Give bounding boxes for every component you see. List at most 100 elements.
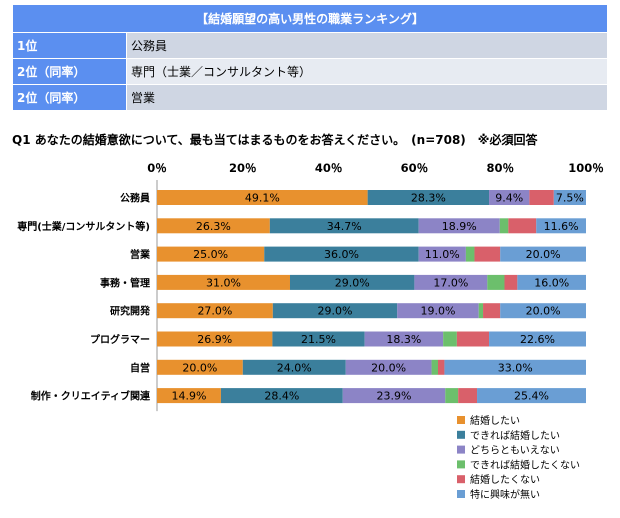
bar-segment xyxy=(443,331,457,347)
bar-segment xyxy=(367,190,490,205)
bar-segment xyxy=(478,303,484,319)
category-label: 研究開発 xyxy=(110,305,151,318)
legend-label: 特に興味が無い xyxy=(470,488,540,501)
data-label: 36.0% xyxy=(324,248,359,261)
data-label: 26.9% xyxy=(197,333,232,346)
bar-segment xyxy=(397,303,479,319)
bar-segment xyxy=(157,274,290,290)
bar-segment xyxy=(157,359,243,375)
data-label: 34.7% xyxy=(327,220,362,233)
bar-segment xyxy=(345,359,432,375)
x-tick-label: 100％ xyxy=(568,161,604,175)
data-label: 25.0% xyxy=(193,248,228,261)
bar-segment xyxy=(458,388,478,404)
data-label: 11.6% xyxy=(544,220,579,233)
bar-segment xyxy=(465,246,475,262)
data-label: 21.5% xyxy=(301,333,336,346)
rank-label: 2位（同率） xyxy=(12,58,127,85)
bar-segment xyxy=(437,359,445,375)
data-label: 20.0% xyxy=(526,248,561,261)
data-label: 20.0% xyxy=(182,361,217,374)
legend-swatch xyxy=(457,430,465,439)
bar-segment xyxy=(157,303,273,319)
bar-segment xyxy=(157,388,221,404)
data-label: 23.9% xyxy=(377,390,412,403)
bar-segment xyxy=(418,218,500,234)
bar-segment xyxy=(536,218,586,234)
data-label: 49.1% xyxy=(245,192,280,205)
x-tick-label: 20％ xyxy=(229,161,257,175)
bar-segment xyxy=(414,274,488,290)
data-label: 24.0% xyxy=(277,361,312,374)
bar-segment xyxy=(499,218,509,234)
data-label: 31.0% xyxy=(206,276,241,289)
data-label: 27.0% xyxy=(197,305,232,318)
bar-segment xyxy=(364,331,444,347)
legend-swatch xyxy=(457,445,465,454)
legend-label: できれば結婚したくない xyxy=(470,458,580,471)
data-label: 14.9% xyxy=(171,390,206,403)
bar-segment xyxy=(444,359,586,375)
bar-segment xyxy=(456,331,490,347)
category-label: 自営 xyxy=(130,361,150,374)
bar-segment xyxy=(220,388,343,404)
bar-segment xyxy=(477,388,586,404)
bar-segment xyxy=(474,246,501,262)
bar-segment xyxy=(272,331,365,347)
data-label: 17.0% xyxy=(433,276,468,289)
data-label: 29.0% xyxy=(318,305,353,318)
bar-segment xyxy=(553,190,586,205)
legend-swatch xyxy=(457,460,465,469)
bar-segment xyxy=(508,218,537,234)
data-label: 11.0% xyxy=(425,248,460,261)
data-label: 22.6% xyxy=(520,333,555,346)
data-label: 18.3% xyxy=(386,333,421,346)
bar-segment xyxy=(269,218,419,234)
bar-segment xyxy=(504,274,518,290)
category-label: 営業 xyxy=(130,248,151,261)
job-label: 営業 xyxy=(126,84,608,111)
ranking-table: 【結婚願望の高い男性の職業ランキング】 1位 公務員 2位（同率） 専門（士業／… xyxy=(12,4,608,111)
data-label: 28.4% xyxy=(264,390,299,403)
bar-segment xyxy=(157,246,265,262)
data-label: 20.0% xyxy=(371,361,406,374)
bar-segment xyxy=(157,331,273,347)
category-label: 公務員 xyxy=(120,192,150,205)
data-label: 7.5% xyxy=(556,192,584,205)
legend-swatch xyxy=(457,490,465,498)
job-label: 専門（士業／コンサルタント等） xyxy=(126,58,608,85)
bar-segment xyxy=(157,190,368,205)
data-label: 19.0% xyxy=(421,305,456,318)
survey-question: Q1 あなたの結婚意欲について、最も当てはまるものをお答えください。 (n=70… xyxy=(12,133,538,147)
bar-segment xyxy=(289,274,415,290)
data-label: 9.4% xyxy=(495,192,523,205)
data-label: 18.9% xyxy=(442,220,477,233)
x-tick-label: 60％ xyxy=(401,161,429,175)
bar-segment xyxy=(483,303,501,319)
bar-segment xyxy=(500,303,586,319)
ranking-title: 【結婚願望の高い男性の職業ランキング】 xyxy=(12,4,608,33)
bar-segment xyxy=(418,246,466,262)
bar-segment xyxy=(445,388,459,404)
ranking-row: 2位（同率） 営業 xyxy=(12,84,608,111)
legend-label: できれば結婚したい xyxy=(470,429,560,442)
bar-segment xyxy=(272,303,398,319)
category-label: 制作・クリエイティブ関連 xyxy=(31,390,151,403)
bar-segment xyxy=(264,246,419,262)
ranking-row: 2位（同率） 専門（士業／コンサルタント等） xyxy=(12,58,608,85)
x-tick-label: 40％ xyxy=(315,161,343,175)
data-label: 33.0% xyxy=(498,361,533,374)
data-label: 28.3% xyxy=(411,192,446,205)
legend-label: 結婚したくない xyxy=(470,473,540,486)
data-label: 26.3% xyxy=(196,220,231,233)
bar-segment xyxy=(242,359,346,375)
x-tick-label: 80％ xyxy=(486,161,514,175)
data-label: 20.0% xyxy=(526,305,561,318)
bar-segment xyxy=(489,190,530,205)
legend-label: どちらともいえない xyxy=(470,445,560,457)
bar-segment xyxy=(157,218,270,234)
data-label: 29.0% xyxy=(335,276,370,289)
legend-swatch xyxy=(457,475,465,484)
bar-segment xyxy=(489,331,586,347)
